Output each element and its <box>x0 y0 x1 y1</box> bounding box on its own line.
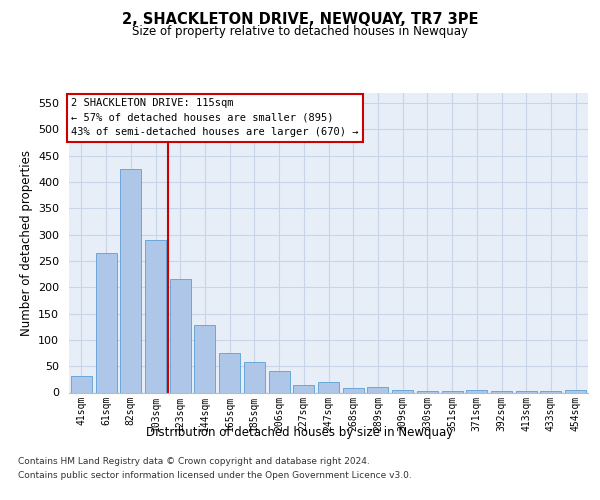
Bar <box>269 372 290 392</box>
Bar <box>145 240 166 392</box>
Bar <box>293 384 314 392</box>
Text: 2, SHACKLETON DRIVE, NEWQUAY, TR7 3PE: 2, SHACKLETON DRIVE, NEWQUAY, TR7 3PE <box>122 12 478 28</box>
Bar <box>170 280 191 392</box>
Bar <box>219 353 240 393</box>
Bar <box>318 382 339 392</box>
Bar <box>95 253 116 392</box>
Bar <box>392 390 413 392</box>
Text: Contains public sector information licensed under the Open Government Licence v3: Contains public sector information licen… <box>18 472 412 480</box>
Text: Distribution of detached houses by size in Newquay: Distribution of detached houses by size … <box>146 426 454 439</box>
Bar <box>491 391 512 392</box>
Bar <box>565 390 586 392</box>
Text: 2 SHACKLETON DRIVE: 115sqm
← 57% of detached houses are smaller (895)
43% of sem: 2 SHACKLETON DRIVE: 115sqm ← 57% of deta… <box>71 98 359 138</box>
Bar <box>71 376 92 392</box>
Bar <box>120 169 141 392</box>
Text: Contains HM Land Registry data © Crown copyright and database right 2024.: Contains HM Land Registry data © Crown c… <box>18 458 370 466</box>
Bar <box>466 390 487 392</box>
Bar <box>244 362 265 392</box>
Y-axis label: Number of detached properties: Number of detached properties <box>20 150 32 336</box>
Bar <box>343 388 364 392</box>
Text: Size of property relative to detached houses in Newquay: Size of property relative to detached ho… <box>132 25 468 38</box>
Bar <box>367 387 388 392</box>
Bar <box>194 325 215 392</box>
